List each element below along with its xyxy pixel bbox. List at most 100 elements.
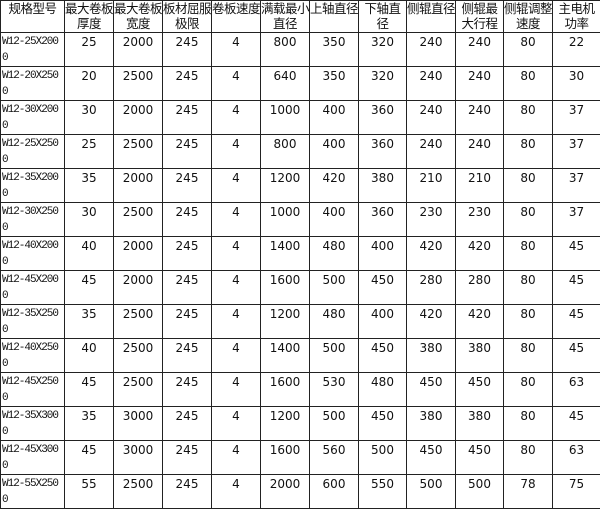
value-cell: 230 <box>456 203 504 237</box>
value-cell: 640 <box>261 67 310 101</box>
value-cell: 420 <box>407 305 456 339</box>
value-cell: 245 <box>163 475 212 509</box>
value-cell: 63 <box>553 441 600 475</box>
value-cell: 600 <box>310 475 359 509</box>
model-text: W12-25X2000 <box>1 34 62 66</box>
model-cell: W12-45X2500 <box>1 373 65 407</box>
model-text: W12-35X2000 <box>1 170 62 202</box>
value-cell: 4 <box>212 407 261 441</box>
model-cell: W12-45X3000 <box>1 441 65 475</box>
value-cell: 380 <box>359 169 407 203</box>
value-cell: 2000 <box>261 475 310 509</box>
value-cell: 245 <box>163 407 212 441</box>
value-cell: 320 <box>359 33 407 67</box>
value-cell: 420 <box>310 169 359 203</box>
model-cell: W12-55X2500 <box>1 475 65 509</box>
value-cell: 1200 <box>261 305 310 339</box>
model-text: W12-55X2500 <box>1 476 62 508</box>
model-text: W12-30X2000 <box>1 102 62 134</box>
value-cell: 35 <box>65 305 114 339</box>
value-cell: 80 <box>504 237 553 271</box>
value-cell: 80 <box>504 407 553 441</box>
model-cell: W12-35X3000 <box>1 407 65 441</box>
value-cell: 45 <box>65 373 114 407</box>
value-cell: 4 <box>212 203 261 237</box>
model-text: W12-45X2500 <box>1 374 62 406</box>
value-cell: 210 <box>456 169 504 203</box>
value-cell: 240 <box>407 33 456 67</box>
value-cell: 45 <box>65 441 114 475</box>
value-cell: 500 <box>456 475 504 509</box>
value-cell: 2500 <box>114 475 163 509</box>
value-cell: 350 <box>310 67 359 101</box>
column-header: 上轴直径 <box>310 1 359 33</box>
value-cell: 35 <box>65 407 114 441</box>
value-cell: 80 <box>504 203 553 237</box>
value-cell: 1000 <box>261 203 310 237</box>
value-cell: 80 <box>504 271 553 305</box>
value-cell: 80 <box>504 169 553 203</box>
value-cell: 4 <box>212 373 261 407</box>
value-cell: 4 <box>212 271 261 305</box>
value-cell: 245 <box>163 33 212 67</box>
value-cell: 240 <box>456 33 504 67</box>
value-cell: 245 <box>163 203 212 237</box>
value-cell: 78 <box>504 475 553 509</box>
column-header: 最大卷板宽度 <box>114 1 163 33</box>
value-cell: 2000 <box>114 237 163 271</box>
value-cell: 45 <box>553 271 600 305</box>
value-cell: 380 <box>407 407 456 441</box>
value-cell: 35 <box>65 169 114 203</box>
column-header: 板材屈服极限 <box>163 1 212 33</box>
value-cell: 400 <box>310 101 359 135</box>
value-cell: 4 <box>212 67 261 101</box>
value-cell: 80 <box>504 101 553 135</box>
value-cell: 245 <box>163 339 212 373</box>
model-text: W12-25X2500 <box>1 136 62 168</box>
value-cell: 55 <box>65 475 114 509</box>
value-cell: 4 <box>212 101 261 135</box>
value-cell: 2500 <box>114 203 163 237</box>
model-cell: W12-25X2000 <box>1 33 65 67</box>
value-cell: 4 <box>212 305 261 339</box>
value-cell: 1600 <box>261 271 310 305</box>
value-cell: 400 <box>359 305 407 339</box>
column-header: 下轴直径 <box>359 1 407 33</box>
value-cell: 80 <box>504 373 553 407</box>
model-text: W12-20X2500 <box>1 68 62 100</box>
value-cell: 2500 <box>114 305 163 339</box>
value-cell: 80 <box>504 33 553 67</box>
value-cell: 500 <box>359 441 407 475</box>
model-cell: W12-40X2000 <box>1 237 65 271</box>
value-cell: 80 <box>504 67 553 101</box>
value-cell: 530 <box>310 373 359 407</box>
value-cell: 380 <box>407 339 456 373</box>
column-header: 最大卷板厚度 <box>65 1 114 33</box>
value-cell: 1400 <box>261 237 310 271</box>
value-cell: 37 <box>553 203 600 237</box>
value-cell: 245 <box>163 67 212 101</box>
value-cell: 320 <box>359 67 407 101</box>
value-cell: 245 <box>163 271 212 305</box>
value-cell: 360 <box>359 135 407 169</box>
model-text: W12-45X2000 <box>1 272 62 304</box>
value-cell: 30 <box>65 101 114 135</box>
model-text: W12-40X2500 <box>1 340 62 372</box>
value-cell: 420 <box>407 237 456 271</box>
value-cell: 40 <box>65 339 114 373</box>
header-row: 规格型号最大卷板厚度最大卷板宽度板材屈服极限卷板速度满载最小直径上轴直径下轴直径… <box>1 1 600 33</box>
value-cell: 245 <box>163 169 212 203</box>
value-cell: 1600 <box>261 373 310 407</box>
value-cell: 500 <box>407 475 456 509</box>
value-cell: 380 <box>456 407 504 441</box>
model-text: W12-30X2500 <box>1 204 62 236</box>
value-cell: 45 <box>65 271 114 305</box>
value-cell: 240 <box>407 67 456 101</box>
value-cell: 240 <box>407 101 456 135</box>
value-cell: 450 <box>359 339 407 373</box>
value-cell: 400 <box>310 135 359 169</box>
